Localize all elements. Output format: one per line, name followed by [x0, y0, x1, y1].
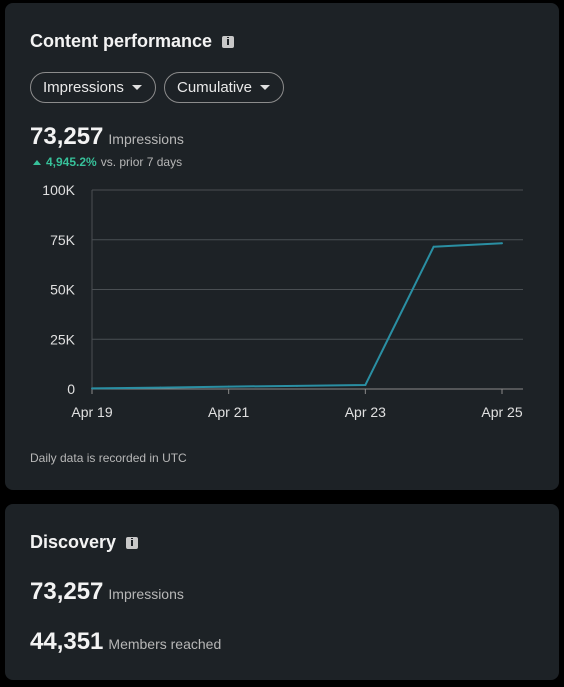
impressions-chart: 100K 75K 50K 25K 0 Apr 19 Apr 21 Apr 23 Apr 25 [42, 182, 523, 420]
y-tick-label: 75K [50, 232, 76, 248]
discovery-title: Discovery [30, 532, 139, 553]
data-point [432, 245, 435, 248]
data-point [296, 384, 298, 387]
data-point [364, 384, 367, 387]
mode-dropdown[interactable]: Cumulative [164, 72, 284, 103]
y-tick-label: 50K [50, 282, 76, 298]
discovery-impressions-label: Impressions [108, 586, 184, 602]
y-tick-label: 0 [67, 381, 75, 397]
total-impressions-label: Impressions [108, 131, 184, 147]
x-tick-label: Apr 21 [208, 404, 249, 420]
discovery-impressions-value: 73,257 [30, 578, 104, 605]
members-reached-value: 44,351 [30, 628, 104, 655]
arrow-up-icon [33, 159, 41, 165]
data-point [91, 387, 93, 390]
info-icon[interactable] [126, 536, 139, 549]
caret-down-icon [260, 85, 271, 90]
members-reached-label: Members reached [108, 636, 222, 652]
data-point [227, 385, 230, 388]
x-tick-label: Apr 25 [481, 404, 522, 420]
footnote: Daily data is recorded in UTC [30, 451, 187, 465]
info-icon[interactable] [222, 35, 235, 48]
discovery-impressions: 73,257 Impressions [30, 578, 184, 606]
total-impressions: 73,257 Impressions [30, 123, 184, 151]
change-indicator: 4,945.2% vs. prior 7 days [33, 155, 182, 169]
data-point [159, 386, 162, 389]
discovery-card: Discovery 73,257 Impressions 44,351 Memb… [5, 504, 559, 680]
total-impressions-value: 73,257 [30, 123, 104, 150]
y-tick-label: 25K [50, 331, 76, 347]
x-tick-label: Apr 23 [345, 404, 386, 420]
y-tick-label: 100K [42, 182, 75, 198]
caret-down-icon [131, 85, 142, 90]
content-performance-title: Content performance [30, 31, 235, 52]
members-reached: 44,351 Members reached [30, 628, 221, 656]
x-tick-label: Apr 19 [71, 404, 112, 420]
content-performance-card: Content performance Impressions Cumulati… [5, 3, 559, 490]
metric-dropdown[interactable]: Impressions [30, 72, 156, 103]
change-value: 4,945.2% [46, 155, 97, 169]
data-point [501, 242, 503, 245]
change-text: vs. prior 7 days [100, 155, 183, 169]
series-line [91, 242, 503, 390]
